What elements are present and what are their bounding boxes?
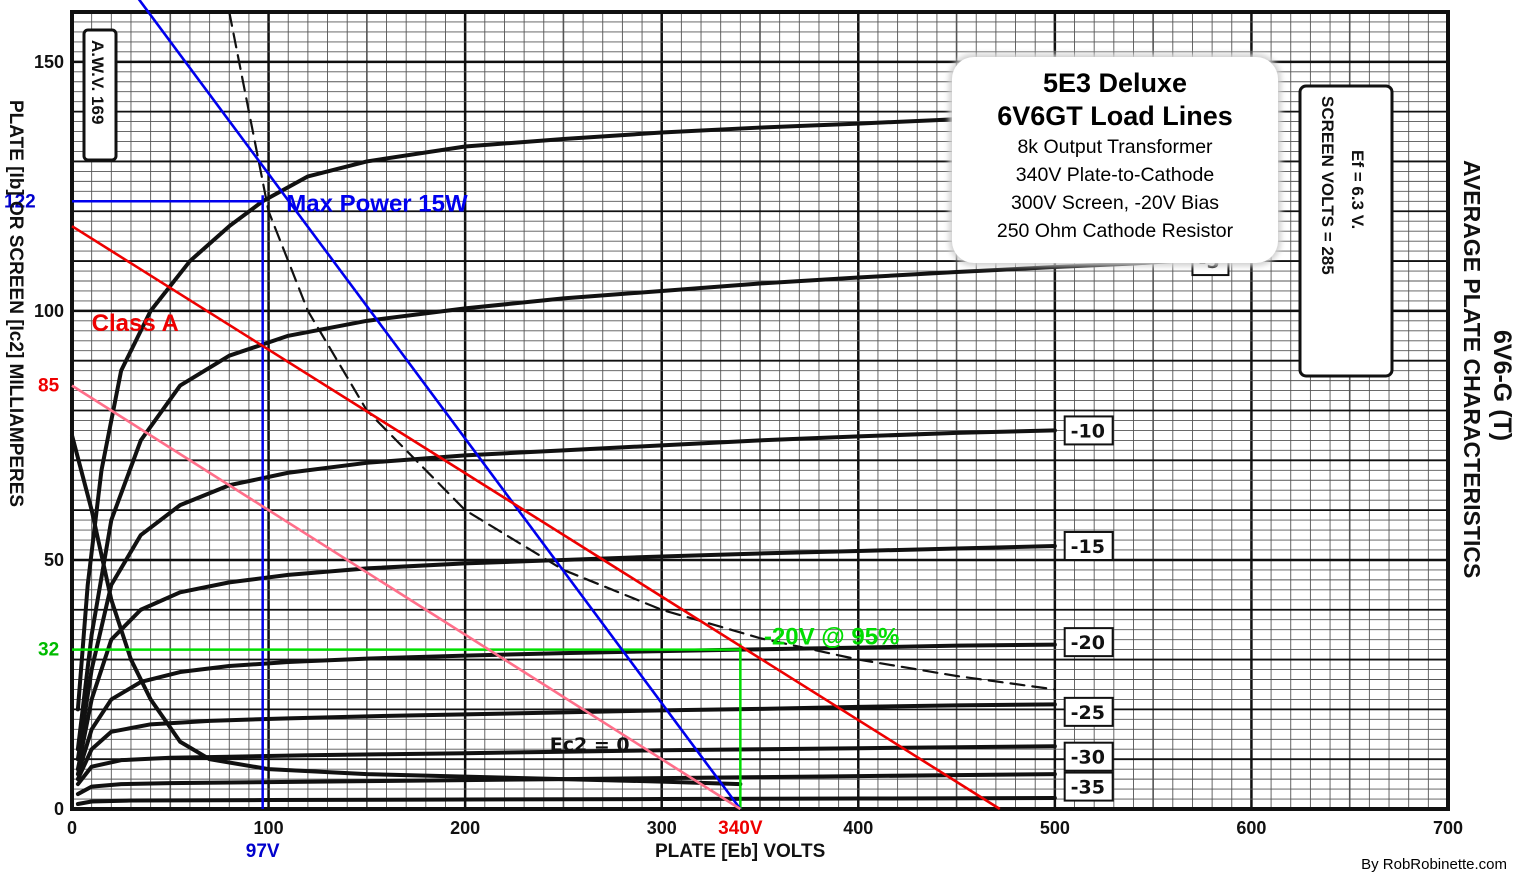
load-lines <box>71 0 1001 811</box>
load-line-2 <box>71 384 742 811</box>
x-tick-0: 0 <box>67 818 77 838</box>
x-tick-400: 400 <box>843 818 873 838</box>
info-line-2: 340V Plate-to-Cathode <box>1015 164 1215 186</box>
y-tick-0: 0 <box>54 799 64 819</box>
class-a-label: Class A <box>92 310 179 337</box>
heater-text: Ef = 6.3 V. <box>1348 150 1367 229</box>
average-plate-characteristics: AVERAGE PLATE CHARACTERISTICS <box>1459 160 1485 578</box>
info-box: 5E3 Deluxe 6V6GT Load Lines 8k Output Tr… <box>952 57 1278 263</box>
curve-label-4: -20 <box>1071 632 1105 654</box>
curve-label-3: -15 <box>1071 536 1105 558</box>
curve-2 <box>75 428 1057 762</box>
credit-text: By RobRobinette.com <box>1361 856 1507 873</box>
info-line-3: 300V Screen, -20V Bias <box>1010 192 1220 214</box>
x-tick-500: 500 <box>1040 818 1070 838</box>
y-value-85: 85 <box>38 376 60 397</box>
characteristic-curves <box>70 10 1175 807</box>
awv-label: A.W.V. 169 <box>82 28 118 162</box>
x-tick-100: 100 <box>254 818 284 838</box>
curve-label-8: Ec2 = 0 <box>550 734 630 756</box>
curve-9 <box>70 433 743 787</box>
x-tick-600: 600 <box>1236 818 1266 838</box>
curve-label-box-6 <box>1063 741 1114 772</box>
curve-label-box-7 <box>1063 771 1114 802</box>
curve-label-5: -25 <box>1071 702 1105 724</box>
curve-5 <box>75 702 1057 782</box>
curve-label-6: -30 <box>1071 747 1105 769</box>
curve-1 <box>75 259 1175 752</box>
reference-lines <box>72 195 742 809</box>
info-line-1: 8k Output Transformer <box>1017 136 1213 158</box>
y-value-122: 122 <box>4 191 36 212</box>
info-title-1: 5E3 Deluxe <box>1042 68 1188 98</box>
max-power-label: Max Power 15W <box>286 190 468 217</box>
x-value-340: 340V <box>718 818 763 839</box>
curve-label-box-2 <box>1063 415 1114 446</box>
curve-8 <box>75 796 1057 807</box>
operating-point-label: -20V @ 95% <box>764 624 899 651</box>
x-tick-200: 200 <box>450 818 480 838</box>
curve-label-box-5 <box>1063 696 1114 727</box>
x-axis-label: PLATE [Eb] VOLTS <box>655 841 825 862</box>
curve-label-box-3 <box>1063 530 1114 561</box>
x-tick-700: 700 <box>1433 818 1463 838</box>
y-tick-150: 150 <box>34 52 64 72</box>
curve-label-7: -35 <box>1071 777 1105 799</box>
curve-6 <box>75 744 1057 787</box>
curve-7 <box>75 772 1057 797</box>
curve-4 <box>75 642 1057 777</box>
curve-label-2: -10 <box>1071 420 1105 442</box>
screen-volts-text: SCREEN VOLTS = 285 <box>1318 96 1337 275</box>
x-value-97: 97V <box>246 841 280 862</box>
awv-text: A.W.V. 169 <box>88 40 107 124</box>
curve-0 <box>75 117 959 712</box>
load-line-0 <box>137 0 742 810</box>
info-title-2: 6V6GT Load Lines <box>997 101 1233 131</box>
plot-frame <box>70 10 1450 811</box>
y-tick-50: 50 <box>44 550 64 570</box>
heater-label-box: Ef = 6.3 V. SCREEN VOLTS = 285 <box>1298 84 1394 378</box>
x-tick-300: 300 <box>647 818 677 838</box>
y-axis-label: PLATE [Ib] OR SCREEN [Ic2] MILLIAMPERES <box>5 100 26 507</box>
y-tick-100: 100 <box>34 301 64 321</box>
tube-type: 6V6-G (T) <box>1488 330 1516 441</box>
y-value-32: 32 <box>38 640 59 661</box>
info-line-4: 250 Ohm Cathode Resistor <box>996 220 1234 242</box>
load-line-1 <box>71 225 1001 811</box>
curve-label-box-4 <box>1063 627 1114 658</box>
